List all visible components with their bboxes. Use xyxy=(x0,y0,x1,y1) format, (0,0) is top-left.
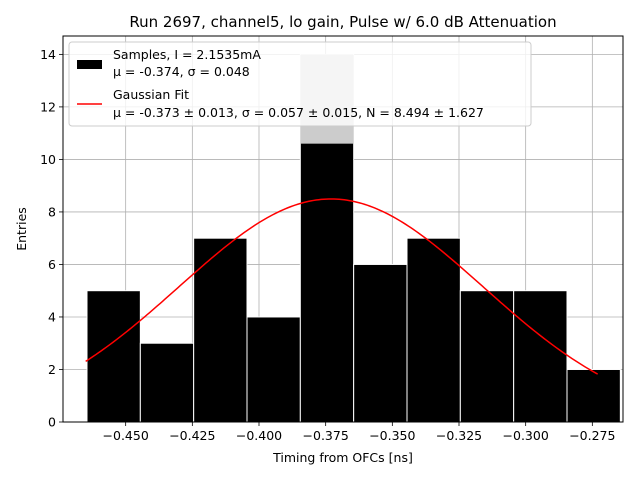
plot-frame xyxy=(62,35,624,423)
x-tick-label: −0.400 xyxy=(236,428,282,443)
legend-samples-stats: μ = -0.374, σ = 0.048 xyxy=(113,64,250,79)
x-tick-label: −0.425 xyxy=(169,428,215,443)
legend-box xyxy=(68,41,532,127)
y-axis: 0 2 4 6 8 10 12 14 xyxy=(40,47,63,430)
histogram-bars xyxy=(86,53,621,423)
x-tick-label: −0.350 xyxy=(369,428,415,443)
legend-fit-stats: μ = -0.373 ± 0.013, σ = 0.057 ± 0.015, N… xyxy=(113,105,484,120)
fit-curve xyxy=(85,198,599,375)
histogram-bar xyxy=(86,290,141,423)
histogram-bar xyxy=(459,290,515,423)
x-tick-label: −0.450 xyxy=(103,428,149,443)
chart-title: Run 2697, channel5, lo gain, Pulse w/ 6.… xyxy=(129,13,556,31)
y-tick-label: 0 xyxy=(48,415,56,430)
y-tick-label: 4 xyxy=(48,309,56,324)
y-axis-label: Entries xyxy=(14,207,29,251)
y-tick-label: 10 xyxy=(40,152,56,167)
legend-samples-label: Samples, I = 2.1535mA xyxy=(113,47,261,62)
x-tick-label: −0.275 xyxy=(569,428,615,443)
y-tick-label: 14 xyxy=(40,47,56,62)
y-tick-label: 2 xyxy=(48,362,56,377)
x-axis-label: Timing from OFCs [ns] xyxy=(272,450,413,465)
histogram-bar xyxy=(566,368,621,423)
gaussian-fit xyxy=(85,198,599,375)
y-tick-label: 12 xyxy=(40,99,56,114)
legend-samples-swatch xyxy=(77,60,102,69)
x-tick-label: −0.300 xyxy=(503,428,549,443)
legend-fit-label: Gaussian Fit xyxy=(113,87,189,102)
x-tick-label: −0.375 xyxy=(303,428,349,443)
x-axis: −0.450 −0.425 −0.400 −0.375 −0.350 −0.325 −0.3… xyxy=(103,422,615,443)
x-tick-label: −0.325 xyxy=(436,428,482,443)
y-tick-label: 8 xyxy=(48,204,56,219)
histogram-bar xyxy=(353,263,408,423)
histogram-bar xyxy=(139,342,195,423)
histogram-bar xyxy=(406,237,461,423)
legend: Samples, I = 2.1535mA μ = -0.374, σ = 0.… xyxy=(68,41,532,127)
histogram-bar xyxy=(193,237,248,423)
histogram-bar xyxy=(246,316,301,423)
y-tick-label: 6 xyxy=(48,257,56,272)
histogram-bar xyxy=(513,290,568,423)
